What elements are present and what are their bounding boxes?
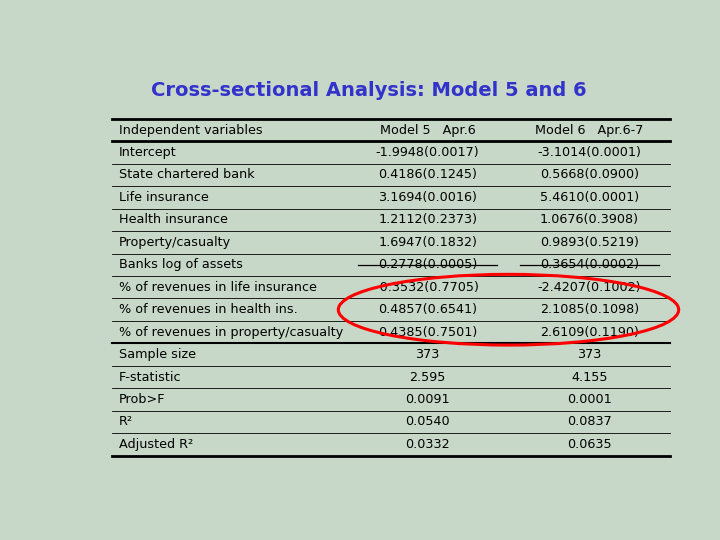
- Text: 0.3654(0.0002): 0.3654(0.0002): [540, 258, 639, 271]
- Text: R²: R²: [119, 415, 133, 428]
- Text: 3.1694(0.0016): 3.1694(0.0016): [378, 191, 477, 204]
- Text: 0.2778(0.0005): 0.2778(0.0005): [378, 258, 477, 271]
- Text: Sample size: Sample size: [119, 348, 196, 361]
- Text: Independent variables: Independent variables: [119, 124, 263, 137]
- Text: 0.5668(0.0900): 0.5668(0.0900): [540, 168, 639, 181]
- Text: Property/casualty: Property/casualty: [119, 236, 231, 249]
- Text: Prob>F: Prob>F: [119, 393, 166, 406]
- Text: Adjusted R²: Adjusted R²: [119, 438, 193, 451]
- Text: % of revenues in life insurance: % of revenues in life insurance: [119, 281, 317, 294]
- Text: 0.4186(0.1245): 0.4186(0.1245): [378, 168, 477, 181]
- Text: -1.9948(0.0017): -1.9948(0.0017): [376, 146, 480, 159]
- Text: 0.0837: 0.0837: [567, 415, 612, 428]
- Text: 0.4857(0.6541): 0.4857(0.6541): [378, 303, 477, 316]
- Text: -2.4207(0.1002): -2.4207(0.1002): [538, 281, 642, 294]
- Text: Life insurance: Life insurance: [119, 191, 209, 204]
- Text: 2.595: 2.595: [410, 370, 446, 383]
- Text: Banks log of assets: Banks log of assets: [119, 258, 243, 271]
- Text: 1.0676(0.3908): 1.0676(0.3908): [540, 213, 639, 226]
- Text: 373: 373: [415, 348, 440, 361]
- Text: 0.0091: 0.0091: [405, 393, 450, 406]
- Text: Intercept: Intercept: [119, 146, 177, 159]
- Text: F-statistic: F-statistic: [119, 370, 181, 383]
- Text: 2.6109(0.1190): 2.6109(0.1190): [540, 326, 639, 339]
- Text: Health insurance: Health insurance: [119, 213, 228, 226]
- Text: 0.4385(0.7501): 0.4385(0.7501): [378, 326, 477, 339]
- Text: 1.6947(0.1832): 1.6947(0.1832): [378, 236, 477, 249]
- Text: % of revenues in health ins.: % of revenues in health ins.: [119, 303, 298, 316]
- Text: 1.2112(0.2373): 1.2112(0.2373): [378, 213, 477, 226]
- Text: 5.4610(0.0001): 5.4610(0.0001): [540, 191, 639, 204]
- Text: 0.0332: 0.0332: [405, 438, 450, 451]
- Text: 0.9893(0.5219): 0.9893(0.5219): [540, 236, 639, 249]
- Text: 2.1085(0.1098): 2.1085(0.1098): [540, 303, 639, 316]
- Text: 0.0540: 0.0540: [405, 415, 450, 428]
- Text: 0.0635: 0.0635: [567, 438, 612, 451]
- Text: -0.3532(0.7705): -0.3532(0.7705): [376, 281, 480, 294]
- Text: 373: 373: [577, 348, 602, 361]
- Text: % of revenues in property/casualty: % of revenues in property/casualty: [119, 326, 343, 339]
- Text: Model 5   Apr.6: Model 5 Apr.6: [379, 124, 475, 137]
- Text: Cross-sectional Analysis: Model 5 and 6: Cross-sectional Analysis: Model 5 and 6: [151, 82, 587, 100]
- Text: Model 6   Apr.6-7: Model 6 Apr.6-7: [535, 124, 644, 137]
- Text: State chartered bank: State chartered bank: [119, 168, 255, 181]
- Text: 0.0001: 0.0001: [567, 393, 612, 406]
- Text: -3.1014(0.0001): -3.1014(0.0001): [537, 146, 642, 159]
- Text: 4.155: 4.155: [571, 370, 608, 383]
